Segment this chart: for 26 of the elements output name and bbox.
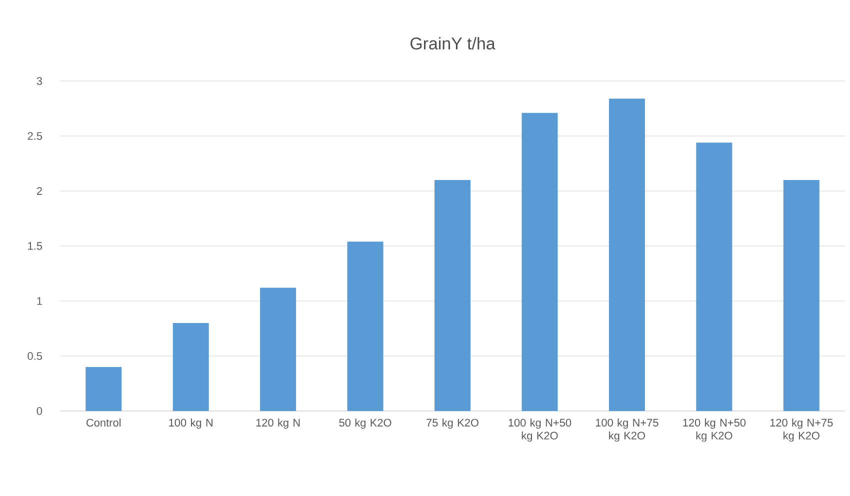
x-tick-label: 75 kg K2O: [426, 418, 478, 429]
y-tick-label: 1.5: [28, 242, 42, 250]
x-tick-label: 120 kg N+50 kg K2O: [683, 418, 746, 442]
y-tick-label: 0.5: [28, 352, 42, 360]
bar: [696, 142, 732, 411]
bar: [434, 180, 471, 411]
y-tick-label: 3: [36, 77, 42, 85]
x-tick-label: 100 kg N+75 kg K2O: [596, 418, 658, 442]
bar: [86, 367, 122, 411]
bar: [172, 323, 209, 411]
bar: [608, 98, 645, 411]
bar: [783, 180, 820, 411]
y-tick-label: 2.5: [28, 132, 42, 140]
x-tick-label: 100 kg N: [169, 418, 212, 429]
bar: [522, 112, 558, 411]
x-tick-label: 120 kg N: [256, 418, 300, 429]
bar: [260, 288, 296, 411]
y-tick-label: 2: [36, 187, 42, 195]
chart-title: GrainY t/ha: [410, 37, 496, 50]
x-tick-label: 120 kg N+75 kg K2O: [770, 418, 833, 442]
y-tick-label: 0: [36, 407, 42, 415]
y-tick-label: 1: [37, 297, 42, 305]
bar: [347, 242, 384, 411]
x-tick-label: Control: [86, 418, 121, 427]
x-tick-label: 50 kg K2O: [339, 418, 392, 429]
x-tick-label: 100 kg N+50 kg K2O: [508, 418, 572, 442]
